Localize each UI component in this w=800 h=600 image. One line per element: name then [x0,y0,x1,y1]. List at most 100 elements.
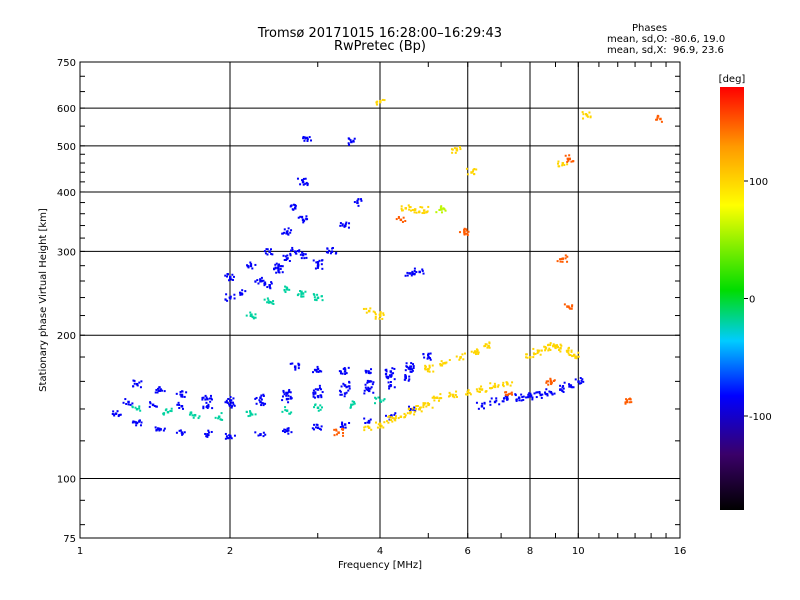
echo-point [585,114,589,117]
echo-point [406,274,409,277]
echo-point [239,293,242,296]
echo-point [407,407,410,410]
echo-point [393,418,396,421]
echo-point [465,229,468,232]
echo-point [544,391,547,394]
echo-point [230,278,233,281]
echo-point [287,401,290,404]
echo-point [352,140,355,143]
echo-point [393,386,396,389]
echo-point [264,281,267,284]
echo-point [422,209,426,212]
echo-point [425,211,428,214]
echo-point [316,293,319,296]
echo-point [285,257,289,260]
echo-point [497,384,500,387]
echo-point [260,394,263,397]
echo-point [580,382,583,385]
echo-point [207,429,210,432]
echo-point [403,378,406,381]
echo-point [415,211,418,214]
echo-point [514,394,517,397]
echo-point [226,299,229,302]
echo-point [131,405,134,408]
echo-point [179,393,182,396]
y-tick-label: 75 [63,534,76,545]
echo-point [630,401,633,404]
echo-point [363,389,366,392]
echo-point [287,394,290,397]
echo-point [204,394,207,397]
echo-point [369,418,372,421]
echo-point [556,260,559,263]
echo-point [310,139,313,142]
echo-point [289,362,292,365]
echo-point [320,428,323,431]
echo-point [259,400,262,404]
echo-point [491,386,494,389]
echo-point [547,349,550,352]
echo-point [254,431,257,434]
echo-point [284,255,287,258]
echo-point [570,349,573,352]
echo-point [458,231,461,234]
echo-point [377,423,380,426]
echo-point [268,284,271,287]
echo-point [465,167,468,170]
echo-point [413,410,416,413]
echo-point [374,313,377,316]
echo-point [326,247,329,250]
echo-point [281,271,284,274]
echo-point [287,429,290,432]
echo-point [299,183,302,186]
echo-point [545,381,548,384]
echo-point [350,140,353,144]
echo-point [263,298,266,301]
echo-point [574,378,577,381]
echo-point [347,226,350,229]
echo-point [397,417,400,420]
echo-point [488,346,491,349]
echo-point [378,317,381,320]
echo-point [432,395,435,398]
echo-point [401,220,404,223]
echo-point [262,431,265,434]
echo-point [302,221,305,224]
echo-point [547,383,550,386]
echo-point [318,427,321,430]
echo-point [246,265,249,268]
echo-point [421,206,424,209]
echo-point [563,303,566,306]
echo-point [567,305,570,308]
echo-point [342,367,345,370]
echo-point [376,426,379,429]
echo-point [392,417,395,420]
echo-point [403,412,406,415]
echo-point [224,401,227,404]
echo-point [466,232,469,235]
echo-point [522,395,525,398]
echo-point [163,427,166,430]
echo-point [229,399,232,402]
echo-point [356,199,359,202]
echo-point [455,395,458,398]
y-tick-label: 100 [57,475,76,486]
echo-point [406,365,409,368]
echo-point [230,437,233,440]
echo-point [455,355,458,358]
echo-point [589,115,592,118]
echo-point [320,263,323,266]
echo-point [389,375,393,378]
echo-point [209,394,212,397]
echo-point [574,355,577,358]
echo-point [529,392,532,395]
echo-point [288,288,291,291]
echo-point [260,404,263,407]
echo-point [545,393,548,396]
phase-stats-o-mode: mean, sd,O: -80.6, 19.0 [607,34,726,45]
echo-point [528,392,531,395]
echo-point [567,347,570,350]
echo-point [572,353,576,357]
echo-point [588,111,591,114]
